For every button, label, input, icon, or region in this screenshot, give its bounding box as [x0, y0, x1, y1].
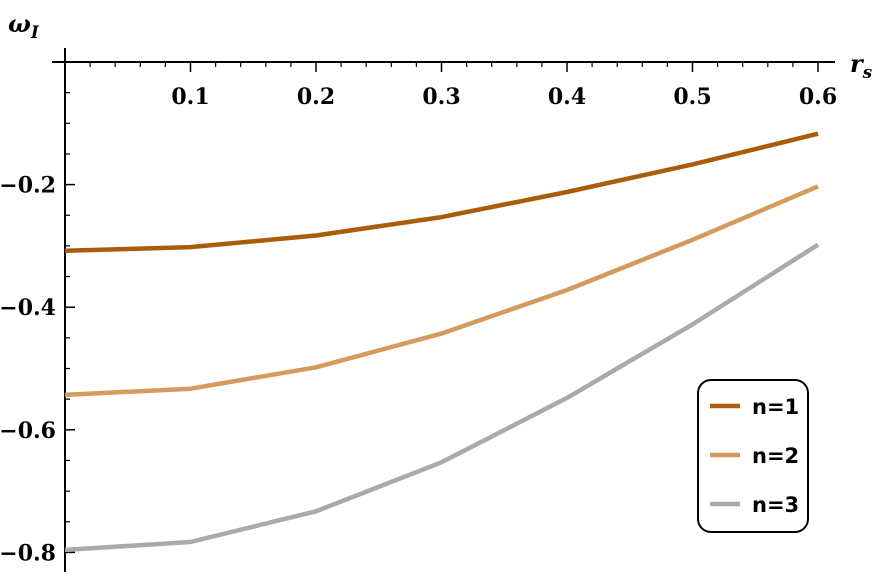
y-tick-label: −0.8: [0, 540, 56, 566]
legend-label-n=2: n=2: [752, 444, 799, 468]
y-tick-label: −0.6: [0, 418, 56, 444]
x-axis-label-main: r: [850, 49, 865, 78]
x-tick-label: 0.3: [422, 84, 460, 110]
y-ticks: −0.2 −0.4 −0.6 −0.8: [0, 173, 75, 566]
series-lines: [64, 131, 820, 553]
legend-label-n=1: n=1: [752, 395, 799, 419]
legend-items: n=1 n=2 n=3: [710, 395, 799, 517]
legend: n=1 n=2 n=3: [697, 379, 809, 533]
x-tick-label: 0.6: [799, 84, 837, 110]
axes: 0.1 0.2 0.3 0.4 0.5 0.6 −0.2 −0.4 −0.6 −0.8 rs ω…: [0, 9, 873, 572]
x-axis-label-subscript: s: [862, 63, 873, 83]
series-line-n=1: [64, 131, 819, 254]
minor-ticks: [65, 62, 794, 523]
x-axis-label: rs: [850, 49, 873, 83]
x-tick-label: 0.5: [673, 84, 711, 110]
y-axis-label-subscript: I: [30, 23, 40, 43]
x-tick-label: 0.4: [548, 84, 586, 110]
x-ticks: 0.1 0.2 0.3 0.4 0.5 0.6: [171, 62, 837, 110]
x-tick-label: 0.1: [171, 84, 209, 110]
legend-box: [697, 379, 809, 533]
y-axis-label: ωI: [8, 9, 40, 43]
y-tick-label: −0.2: [0, 173, 56, 199]
y-tick-label: −0.4: [0, 295, 56, 321]
x-tick-label: 0.2: [297, 84, 335, 110]
y-axis-label-main: ω: [8, 9, 31, 38]
series-line-n=2: [64, 184, 819, 398]
legend-label-n=3: n=3: [752, 493, 799, 517]
series-line-n=3: [64, 242, 820, 553]
